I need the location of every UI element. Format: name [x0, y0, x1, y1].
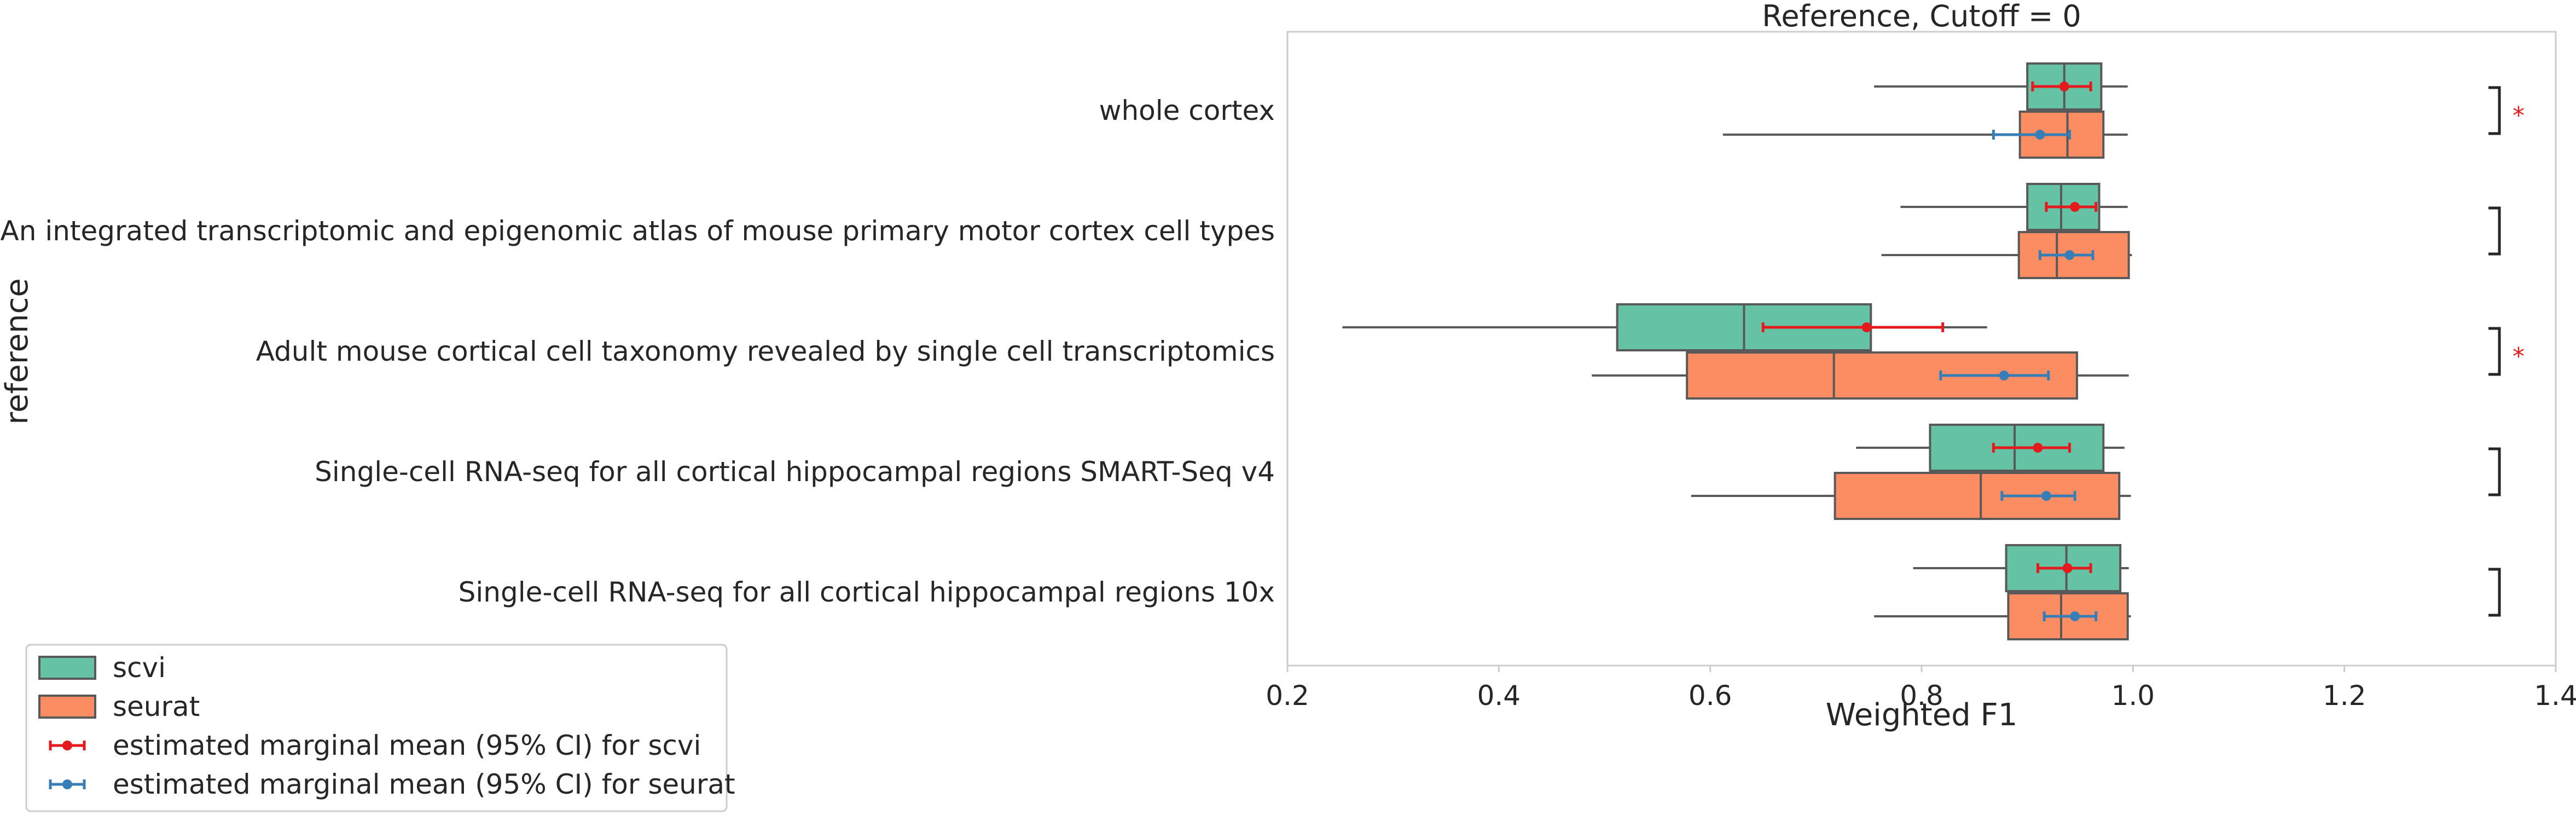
x-tick-label: 1.0	[2111, 680, 2155, 712]
x-tick-label: 0.6	[1689, 680, 1732, 712]
x-tick-label: 0.4	[1477, 680, 1521, 712]
emm-point-seurat	[2070, 611, 2080, 621]
emm-point-seurat	[2041, 491, 2051, 501]
plot-area	[1286, 31, 2557, 667]
legend-swatch-point	[62, 779, 72, 789]
legend: scvi seurat estimated marginal mean (95% C…	[25, 644, 735, 812]
x-axis-label: Weighted F1	[1826, 697, 2018, 733]
y-tick-label: Adult mouse cortical cell taxonomy revea…	[256, 336, 1275, 367]
emm-point-scvi	[2070, 202, 2080, 212]
y-tick-label: Single-cell RNA-seq for all cortical hip…	[315, 456, 1275, 488]
legend-frame	[25, 644, 728, 812]
significance-bracket	[2488, 568, 2501, 617]
y-tick-label: whole cortex	[1099, 95, 1275, 126]
legend-label: seurat	[113, 691, 200, 722]
x-tick-label: 0.2	[1266, 680, 1309, 712]
emm-point-scvi	[2033, 443, 2043, 453]
x-tick-label: 0.8	[1900, 680, 1943, 712]
emm-point-scvi	[1861, 322, 1872, 332]
emm-point-seurat	[2064, 250, 2075, 260]
chart-marks: 0.2 0.4 0.6 0.8 1.0 1.2 1.4 whole cortex * An int…	[1, 62, 2576, 712]
legend-label: scvi	[113, 652, 166, 684]
legend-swatch-box	[38, 695, 96, 719]
emm-point-seurat	[1999, 371, 2009, 380]
legend-swatch-point	[62, 741, 72, 750]
emm-point-seurat	[2035, 130, 2045, 140]
y-axis-label: reference	[0, 278, 35, 424]
significance-marker: *	[2513, 343, 2525, 371]
significance-bracket	[2488, 447, 2501, 496]
box-seurat	[1834, 472, 2121, 520]
significance-marker: *	[2513, 102, 2525, 130]
significance-bracket	[2488, 327, 2501, 376]
significance-bracket	[2488, 86, 2501, 135]
legend-swatch-box	[38, 656, 96, 680]
significance-bracket	[2488, 206, 2501, 256]
y-tick-label: An integrated transcriptomic and epigeno…	[1, 215, 1275, 247]
legend-label: estimated marginal mean (95% CI) for seu…	[113, 768, 735, 800]
x-tick-label: 1.2	[2323, 680, 2366, 712]
emm-point-scvi	[2062, 563, 2073, 573]
x-tick-label: 1.4	[2534, 680, 2576, 712]
chart-title: Reference, Cutoff = 0	[1762, 0, 2081, 33]
emm-point-scvi	[2059, 82, 2069, 91]
legend-label: estimated marginal mean (95% CI) for scv…	[113, 730, 701, 761]
y-tick-label: Single-cell RNA-seq for all cortical hip…	[459, 576, 1275, 608]
